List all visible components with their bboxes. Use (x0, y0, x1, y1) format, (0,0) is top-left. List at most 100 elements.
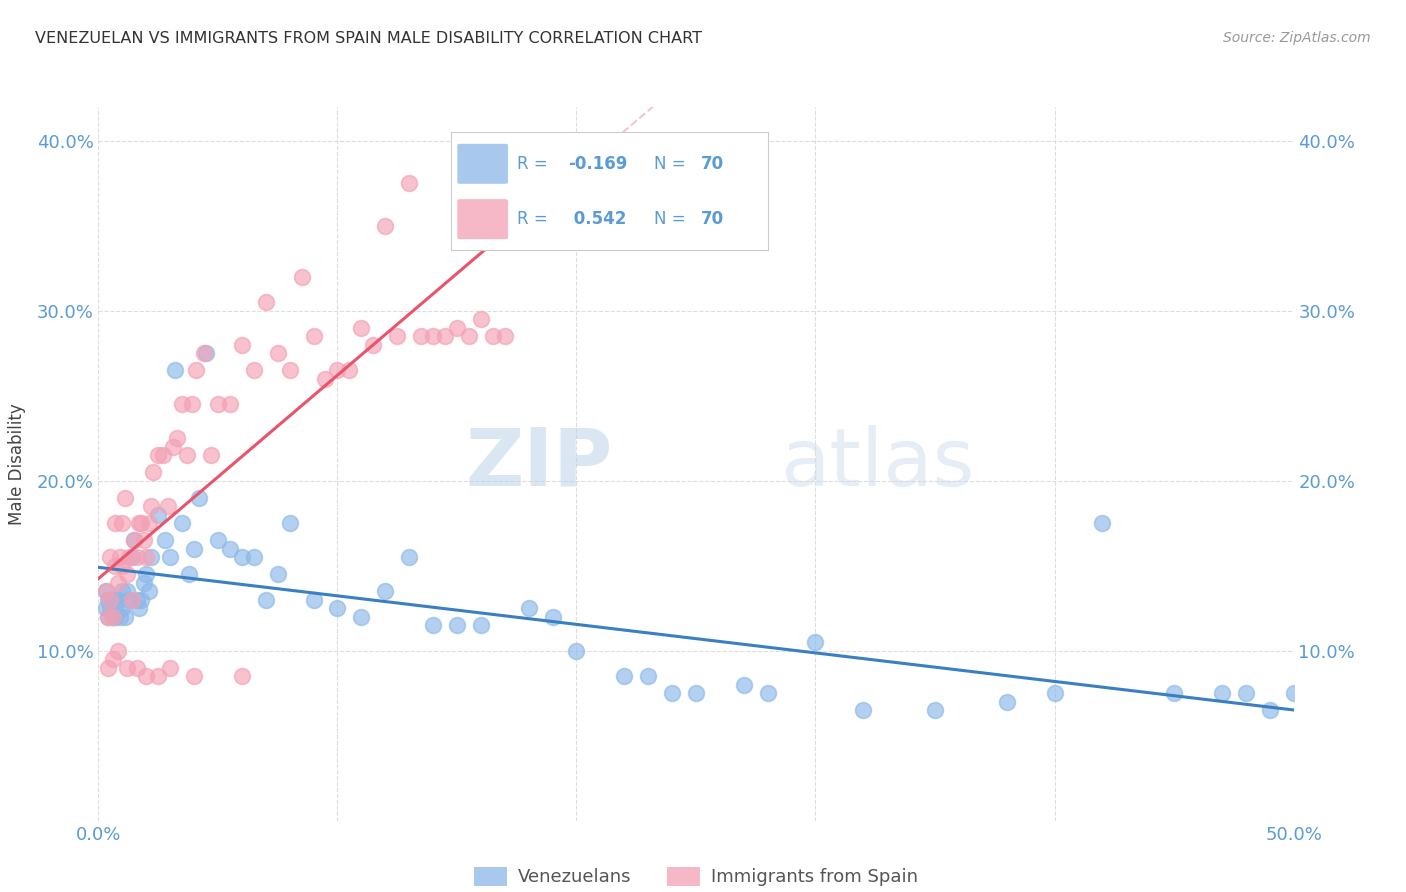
Point (1282, 686, 1305, 700)
Point (350, 609, 373, 624)
Point (125, 592, 148, 607)
Point (481, 329, 505, 343)
Point (98, 592, 122, 607)
Point (326, 363, 349, 377)
Point (111, 584, 134, 599)
Point (1211, 686, 1233, 700)
Point (565, 644, 588, 658)
Text: ZIP: ZIP (465, 425, 613, 503)
Point (111, 516, 134, 531)
Point (200, 448, 222, 462)
Point (104, 609, 127, 624)
Point (458, 329, 481, 343)
Point (159, 661, 181, 675)
Point (98, 601, 122, 615)
Point (339, 363, 360, 377)
Point (315, 372, 337, 386)
Point (243, 363, 266, 377)
Point (1043, 686, 1066, 700)
Point (374, 219, 396, 233)
Point (138, 516, 160, 531)
Point (541, 609, 564, 624)
Point (172, 397, 194, 411)
Point (166, 431, 188, 445)
Point (756, 686, 779, 700)
Point (148, 448, 170, 462)
Point (1234, 686, 1257, 700)
Point (470, 312, 492, 326)
Point (1163, 686, 1185, 700)
Point (101, 652, 124, 666)
Point (159, 550, 181, 565)
Point (446, 321, 468, 335)
Point (194, 346, 218, 360)
Point (107, 575, 129, 590)
Point (111, 601, 134, 615)
Point (98, 592, 122, 607)
Point (97, 609, 120, 624)
Point (125, 661, 148, 675)
Point (124, 533, 146, 548)
Point (637, 669, 659, 683)
Point (398, 177, 420, 191)
Point (398, 550, 420, 565)
Point (155, 533, 177, 548)
Point (267, 567, 290, 582)
Point (142, 466, 165, 480)
Point (115, 661, 138, 675)
Point (302, 592, 325, 607)
Point (139, 550, 162, 565)
Point (176, 448, 198, 462)
Point (111, 558, 134, 573)
Point (183, 541, 205, 556)
Point (121, 592, 143, 607)
Point (107, 592, 129, 607)
Point (107, 644, 129, 658)
Point (411, 329, 433, 343)
Point (207, 533, 229, 548)
Point (115, 567, 138, 582)
Point (350, 321, 373, 335)
Point (446, 618, 468, 632)
Text: atlas: atlas (779, 425, 974, 503)
Point (135, 567, 157, 582)
Point (108, 550, 131, 565)
Point (219, 397, 242, 411)
Point (183, 669, 205, 683)
Point (804, 635, 827, 649)
Point (115, 584, 138, 599)
Point (156, 500, 179, 514)
Point (326, 601, 349, 615)
Point (101, 592, 124, 607)
Point (278, 516, 301, 531)
Point (385, 329, 409, 343)
Point (101, 609, 124, 624)
Point (207, 397, 229, 411)
Point (852, 703, 875, 717)
Point (148, 508, 170, 522)
Point (685, 686, 707, 700)
Point (374, 584, 396, 599)
Point (733, 678, 755, 692)
Point (470, 618, 492, 632)
Point (104, 558, 127, 573)
Point (613, 669, 636, 683)
Point (231, 550, 253, 565)
Point (94, 584, 117, 599)
Point (131, 592, 153, 607)
Point (121, 550, 143, 565)
Point (135, 550, 157, 565)
Point (278, 363, 301, 377)
Point (231, 669, 253, 683)
Point (517, 601, 540, 615)
Point (128, 601, 150, 615)
Point (97, 592, 120, 607)
Point (302, 329, 325, 343)
Point (661, 686, 683, 700)
Point (108, 609, 131, 624)
Point (422, 618, 444, 632)
Point (187, 491, 209, 505)
Point (138, 584, 160, 599)
Point (180, 397, 202, 411)
Text: VENEZUELAN VS IMMIGRANTS FROM SPAIN MALE DISABILITY CORRELATION CHART: VENEZUELAN VS IMMIGRANTS FROM SPAIN MALE… (35, 31, 702, 46)
